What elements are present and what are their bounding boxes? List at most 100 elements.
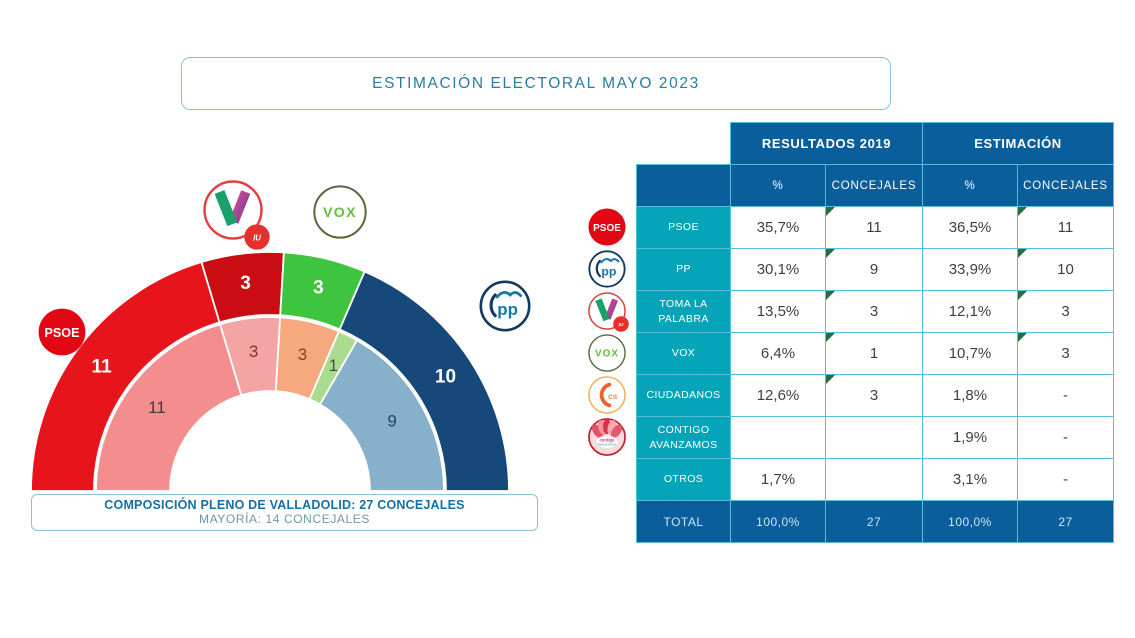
corner-cell	[636, 122, 731, 165]
pct-2019-cell: 35,7%	[730, 206, 826, 249]
toma-la-palabra-logo-icon	[203, 180, 263, 240]
total-concejales-estimacion: 27	[1017, 500, 1114, 543]
pct-2019-cell: 12,6%	[730, 374, 826, 417]
pct-estimacion-cell: 1,9%	[922, 416, 1018, 459]
table-row: VOX 6,4% 1 10,7% 3	[636, 332, 1114, 375]
concejales-estimacion-cell: -	[1017, 374, 1114, 417]
pct-estimacion-cell: 36,5%	[922, 206, 1018, 249]
seat-count-label: 3	[313, 277, 324, 298]
page-title: ESTIMACIÓN ELECTORAL MAYO 2023	[372, 74, 700, 92]
pp-logo-icon: pp	[479, 280, 531, 332]
segment-pp	[318, 339, 445, 492]
group-header-row: RESULTADOS 2019 ESTIMACIÓN	[636, 122, 1114, 165]
hemicycle-chart: 11 3 3 10 11 3 3 1 9	[30, 251, 510, 492]
party-label: CIUDADANOS	[636, 374, 731, 417]
concejales-estimacion-cell: -	[1017, 458, 1114, 501]
svg-text:contigo: contigo	[599, 437, 614, 442]
table-row: OTROS 1,7% 3,1% -	[636, 458, 1114, 501]
col-header-concejales-estimacion: CONCEJALES	[1017, 164, 1114, 207]
caption-box: COMPOSICIÓN PLENO DE VALLADOLID: 27 CONC…	[31, 494, 538, 531]
svg-text:VOX: VOX	[323, 205, 357, 221]
pct-2019-cell: 13,5%	[730, 290, 826, 333]
col-header-pct-estimacion: %	[922, 164, 1018, 207]
table-row: TOMA LA PALABRA 13,5% 3 12,1% 3	[636, 290, 1114, 333]
concejales-estimacion-cell: 11	[1017, 206, 1114, 249]
concejales-2019-cell: 3	[825, 290, 923, 333]
concejales-2019-cell	[825, 458, 923, 501]
column-group-resultados-2019: RESULTADOS 2019	[730, 122, 923, 165]
cell-corner-flag	[826, 333, 835, 342]
pct-estimacion-cell: 10,7%	[922, 332, 1018, 375]
total-pct-estimacion: 100,0%	[922, 500, 1018, 543]
seat-count-label: 10	[435, 366, 456, 387]
seat-count-label: 1	[329, 356, 338, 375]
sub-header-row: % CONCEJALES % CONCEJALES	[636, 164, 1114, 207]
table-row: PSOE 35,7% 11 36,5% 11	[636, 206, 1114, 249]
cell-corner-flag	[826, 375, 835, 384]
col-header-pct-2019: %	[730, 164, 826, 207]
table-row: PP 30,1% 9 33,9% 10	[636, 248, 1114, 291]
title-box: ESTIMACIÓN ELECTORAL MAYO 2023	[181, 57, 891, 110]
psoe-logo-icon: PSOE	[588, 208, 626, 246]
cell-corner-flag	[826, 291, 835, 300]
concejales-2019-cell: 3	[825, 374, 923, 417]
subheader-spacer-cell	[636, 164, 731, 207]
pct-2019-cell: 30,1%	[730, 248, 826, 291]
pp-logo-icon: pp	[588, 250, 626, 288]
pct-estimacion-cell: 1,8%	[922, 374, 1018, 417]
total-concejales-2019: 27	[825, 500, 923, 543]
seat-count-label: 3	[240, 273, 251, 294]
svg-text:pp: pp	[497, 300, 518, 319]
cell-corner-flag	[826, 249, 835, 258]
pct-estimacion-cell: 12,1%	[922, 290, 1018, 333]
party-label: TOMA LA PALABRA	[636, 290, 731, 333]
pct-2019-cell: 6,4%	[730, 332, 826, 375]
party-logo-column: PSOE pp IU VOX cs contigo AVANZAMOS	[584, 206, 630, 466]
table-row: CIUDADANOS 12,6% 3 1,8% -	[636, 374, 1114, 417]
psoe-logo-icon: PSOE	[38, 308, 86, 356]
segment-psoe	[95, 323, 243, 492]
svg-text:VOX: VOX	[595, 349, 619, 360]
cell-corner-flag	[1018, 291, 1027, 300]
total-row: TOTAL 100,0% 27 100,0% 27	[636, 500, 1114, 543]
concejales-estimacion-cell: -	[1017, 416, 1114, 459]
concejales-2019-cell	[825, 416, 923, 459]
svg-text:AVANZAMOS: AVANZAMOS	[598, 443, 617, 447]
pct-estimacion-cell: 3,1%	[922, 458, 1018, 501]
party-label: OTROS	[636, 458, 731, 501]
seat-count-label: 11	[92, 356, 113, 377]
tlp-logo-icon: IU	[588, 292, 629, 332]
party-label: PP	[636, 248, 731, 291]
col-header-concejales-2019: CONCEJALES	[825, 164, 923, 207]
party-label: VOX	[636, 332, 731, 375]
iu-logo-icon: IU	[244, 224, 270, 250]
table-row: CONTIGO AVANZAMOS 1,9% -	[636, 416, 1114, 459]
seat-count-label: 3	[249, 342, 258, 361]
svg-text:cs: cs	[608, 391, 618, 401]
pct-2019-cell	[730, 416, 826, 459]
total-pct-2019: 100,0%	[730, 500, 826, 543]
segment-pp	[338, 270, 510, 492]
cell-corner-flag	[1018, 249, 1027, 258]
cs-logo-icon: cs	[588, 376, 626, 414]
seat-count-label: 9	[387, 411, 396, 430]
seat-count-label: 11	[148, 398, 166, 417]
concejales-2019-cell: 11	[825, 206, 923, 249]
svg-text:PSOE: PSOE	[45, 326, 80, 340]
contigo-logo-icon: contigo AVANZAMOS	[588, 418, 626, 456]
party-label: PSOE	[636, 206, 731, 249]
party-label: CONTIGO AVANZAMOS	[636, 416, 731, 459]
seat-count-label: 3	[298, 345, 307, 364]
svg-text:pp: pp	[601, 265, 617, 279]
cell-corner-flag	[1018, 207, 1027, 216]
results-table: RESULTADOS 2019 ESTIMACIÓN % CONCEJALES …	[636, 122, 1114, 543]
concejales-estimacion-cell: 3	[1017, 290, 1114, 333]
svg-text:IU: IU	[619, 322, 624, 328]
cell-corner-flag	[826, 207, 835, 216]
caption-majority: MAYORÍA: 14 CONCEJALES	[198, 512, 371, 526]
concejales-2019-cell: 1	[825, 332, 923, 375]
total-label: TOTAL	[636, 500, 731, 543]
pct-estimacion-cell: 33,9%	[922, 248, 1018, 291]
caption-composition: COMPOSICIÓN PLENO DE VALLADOLID: 27 CONC…	[104, 498, 465, 512]
